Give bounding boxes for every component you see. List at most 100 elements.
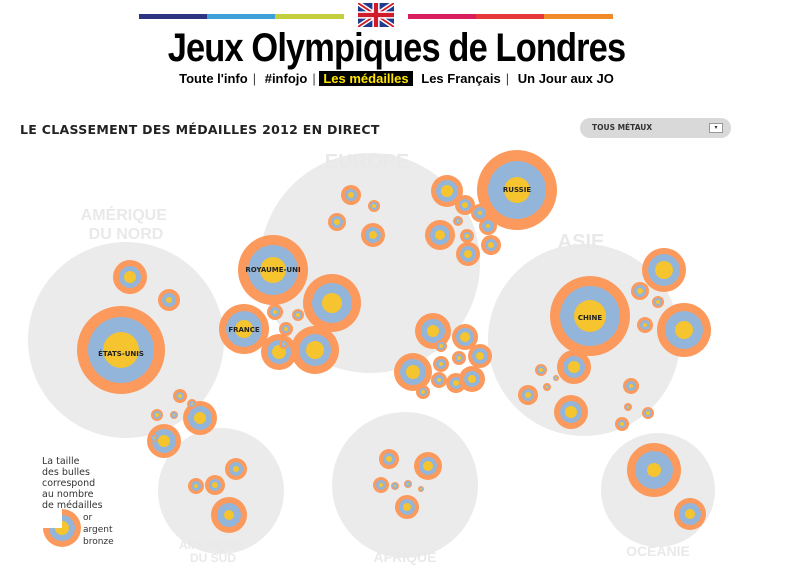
- metal-filter-select[interactable]: TOUS MÉTAUX ▾: [580, 118, 731, 138]
- country-bubble[interactable]: [303, 274, 361, 332]
- country-bubble[interactable]: [481, 235, 501, 255]
- country-bubble[interactable]: [642, 407, 654, 419]
- country-bubble[interactable]: [543, 383, 551, 391]
- country-bubble[interactable]: [615, 417, 629, 431]
- country-label-usa: ÉTATS-UNIS: [98, 349, 144, 358]
- nav-item-toute-info[interactable]: Toute l'info: [179, 71, 248, 86]
- country-bubble[interactable]: [456, 242, 480, 266]
- bubble-gold-core: [386, 456, 392, 462]
- chevron-down-icon[interactable]: ▾: [709, 123, 723, 133]
- country-bubble[interactable]: [225, 458, 247, 480]
- country-bubble[interactable]: [468, 344, 492, 368]
- country-bubble[interactable]: [173, 389, 187, 403]
- country-bubble[interactable]: [219, 304, 269, 354]
- country-bubble[interactable]: [211, 497, 247, 533]
- country-bubble[interactable]: [261, 334, 297, 370]
- bubble-gold-core: [539, 368, 543, 372]
- country-bubble[interactable]: [550, 276, 630, 356]
- country-bubble[interactable]: [416, 385, 430, 399]
- country-bubble[interactable]: [631, 282, 649, 300]
- country-bubble[interactable]: [267, 304, 283, 320]
- nav-separator: |: [505, 71, 510, 86]
- country-bubble[interactable]: [674, 498, 706, 530]
- nav-item-francais[interactable]: Les Français: [421, 71, 501, 86]
- country-label-russia: RUSSIE: [503, 186, 531, 194]
- bubble-gold-core: [620, 422, 624, 426]
- bubble-gold-core: [407, 483, 409, 485]
- country-bubble[interactable]: [238, 235, 308, 305]
- country-bubble[interactable]: [113, 260, 147, 294]
- country-bubble[interactable]: [435, 340, 447, 352]
- country-bubble[interactable]: [279, 339, 289, 349]
- country-bubble[interactable]: [535, 364, 547, 376]
- legend-bubble: [43, 509, 81, 547]
- country-bubble[interactable]: [147, 424, 181, 458]
- country-bubble[interactable]: [373, 477, 389, 493]
- country-bubble[interactable]: [391, 482, 399, 490]
- country-bubble[interactable]: [279, 322, 293, 336]
- country-bubble[interactable]: [554, 395, 588, 429]
- country-bubble[interactable]: [433, 356, 449, 372]
- country-bubble[interactable]: [394, 353, 432, 391]
- country-bubble[interactable]: [453, 216, 463, 226]
- country-bubble[interactable]: [183, 401, 217, 435]
- country-bubble[interactable]: [328, 213, 346, 231]
- country-bubble[interactable]: [557, 350, 591, 384]
- country-bubble[interactable]: [292, 309, 304, 321]
- country-bubble[interactable]: [553, 375, 559, 381]
- country-bubble[interactable]: [291, 326, 339, 374]
- country-bubbles: [77, 150, 711, 533]
- bubble-gold-core: [173, 414, 175, 416]
- country-bubble[interactable]: [431, 175, 463, 207]
- country-bubble[interactable]: [188, 478, 204, 494]
- country-bubble[interactable]: [425, 220, 455, 250]
- legend-line: au nombre: [42, 489, 94, 500]
- country-bubble[interactable]: [415, 313, 451, 349]
- country-bubble[interactable]: [150, 434, 158, 442]
- country-bubble[interactable]: [77, 306, 165, 394]
- bubble-gold-core: [406, 365, 420, 379]
- bubble-gold-core: [420, 488, 422, 490]
- country-bubble[interactable]: [341, 185, 361, 205]
- country-bubble[interactable]: [170, 411, 178, 419]
- country-label-china: CHINE: [578, 314, 602, 322]
- country-bubble[interactable]: [657, 303, 711, 357]
- country-bubble[interactable]: [395, 495, 419, 519]
- country-bubble[interactable]: [652, 296, 664, 308]
- bubble-gold-core: [296, 313, 300, 317]
- bubble-gold-core: [403, 503, 411, 511]
- country-bubble[interactable]: [158, 289, 180, 311]
- country-bubble[interactable]: [404, 480, 412, 488]
- country-bubble[interactable]: [368, 200, 380, 212]
- nav-item-infojo[interactable]: #infojo: [264, 71, 308, 86]
- country-bubble[interactable]: [642, 248, 686, 292]
- country-bubble[interactable]: [637, 317, 653, 333]
- country-bubble[interactable]: [379, 449, 399, 469]
- country-bubble[interactable]: [477, 150, 557, 230]
- country-bubble[interactable]: [414, 452, 442, 480]
- country-bubble[interactable]: [623, 378, 639, 394]
- site-title[interactable]: Jeux Olympiques de Londres: [167, 26, 626, 70]
- country-bubble[interactable]: [479, 217, 497, 235]
- country-bubble[interactable]: [418, 486, 424, 492]
- country-bubble[interactable]: [624, 403, 632, 411]
- country-bubble[interactable]: [518, 385, 538, 405]
- country-bubble[interactable]: [455, 195, 475, 215]
- country-bubble[interactable]: [151, 409, 163, 421]
- country-bubble[interactable]: [452, 351, 466, 365]
- nav-item-un-jour[interactable]: Un Jour aux JO: [517, 71, 614, 86]
- country-bubble[interactable]: [459, 366, 485, 392]
- country-bubble[interactable]: [361, 223, 385, 247]
- country-bubble[interactable]: [452, 324, 478, 350]
- country-label-france: FRANCE: [228, 326, 260, 334]
- country-bubble[interactable]: [431, 372, 447, 388]
- country-bubble[interactable]: [187, 399, 197, 409]
- bubble-gold-core: [478, 211, 482, 215]
- nav-item-medailles[interactable]: Les médailles: [319, 71, 413, 86]
- country-bubble[interactable]: [627, 443, 681, 497]
- country-bubble[interactable]: [205, 475, 225, 495]
- country-bubble[interactable]: [460, 229, 474, 243]
- country-bubble[interactable]: [471, 204, 489, 222]
- bubble-gold-core: [322, 293, 342, 313]
